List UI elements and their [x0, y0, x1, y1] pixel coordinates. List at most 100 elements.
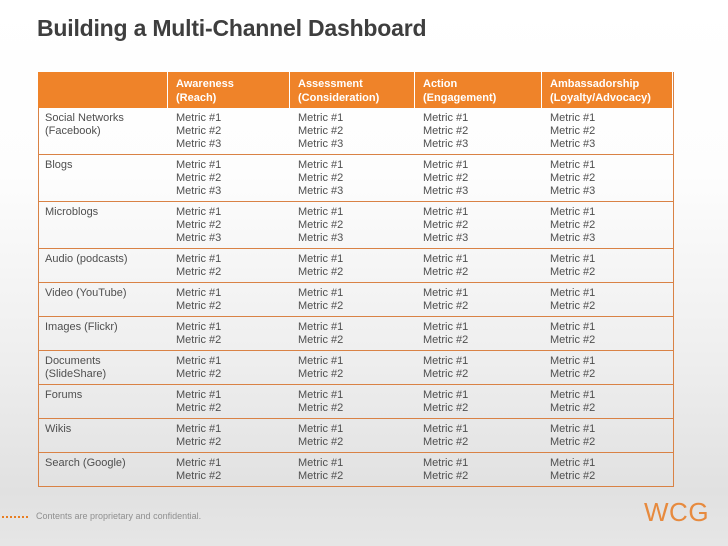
metric-cell: Metric #1 Metric #2: [168, 253, 290, 279]
metric-line: Metric #1: [176, 321, 222, 333]
metric-cell: Metric #1 Metric #2: [168, 389, 290, 415]
metric-line: Metric #2: [176, 470, 222, 482]
metric-line: Metric #3: [550, 185, 596, 197]
metric-cell: Metric #1 Metric #2: [415, 389, 542, 415]
metric-line: Metric #2: [550, 300, 596, 312]
metric-line: Metric #3: [423, 138, 469, 150]
metric-line: Metric #1: [176, 253, 222, 265]
header-line: (Reach): [176, 92, 217, 104]
metric-line: Metric #2: [423, 172, 469, 184]
channel-line: Images (Flickr): [45, 321, 118, 333]
metric-line: Metric #2: [550, 402, 596, 414]
metric-line: Metric #1: [550, 355, 596, 367]
header-cell-assessment: Assessment (Consideration): [289, 72, 414, 108]
footer-note: Contents are proprietary and confidentia…: [36, 511, 202, 521]
channel-line: Microblogs: [45, 206, 99, 218]
table-row: Video (YouTube) Metric #1 Metric #2 Metric …: [39, 283, 673, 317]
metric-line: Metric #2: [298, 219, 344, 231]
metric-line: Metric #1: [550, 457, 596, 469]
metric-cell: Metric #1 Metric #2: [290, 423, 415, 449]
header-line: (Engagement): [423, 92, 497, 104]
metric-line: Metric #2: [176, 402, 222, 414]
header-cell-channel: [38, 72, 167, 108]
metric-line: Metric #1: [423, 253, 469, 265]
metric-line: Metric #2: [550, 436, 596, 448]
metric-line: Metric #2: [176, 219, 222, 231]
header-line: (Consideration): [298, 92, 380, 104]
metric-cell: Metric #1 Metric #2: [290, 389, 415, 415]
channel-cell: Search (Google): [39, 457, 168, 483]
metric-cell: Metric #1 Metric #2: [168, 355, 290, 381]
header-line: Ambassadorship: [550, 78, 640, 90]
metric-line: Metric #3: [298, 232, 344, 244]
metric-line: Metric #1: [176, 423, 222, 435]
metric-line: Metric #3: [176, 185, 222, 197]
metric-cell: Metric #1 Metric #2: [415, 287, 542, 313]
table-row: Social Networks (Facebook) Metric #1 Metric…: [39, 108, 673, 155]
metric-cell: Metric #1 Metric #2: [415, 321, 542, 347]
metric-line: Metric #2: [423, 266, 469, 278]
table-row: Forums Metric #1 Metric #2 Metric #1 Metric …: [39, 385, 673, 419]
metric-line: Metric #1: [298, 457, 344, 469]
metric-cell: Metric #1 Metric #2: [542, 287, 673, 313]
table-row: Audio (podcasts) Metric #1 Metric #2 Metric…: [39, 249, 673, 283]
metric-line: Metric #3: [423, 232, 469, 244]
metric-line: Metric #2: [176, 334, 222, 346]
metric-cell: Metric #1 Metric #2: [542, 457, 673, 483]
channel-line: Forums: [45, 389, 83, 401]
header-cell-awareness: Awareness (Reach): [167, 72, 289, 108]
metric-line: Metric #2: [423, 368, 469, 380]
metric-line: Metric #2: [423, 300, 469, 312]
metric-cell: Metric #1 Metric #2: [290, 355, 415, 381]
metric-cell: Metric #1 Metric #2: [168, 287, 290, 313]
metric-line: Metric #1: [298, 423, 344, 435]
channel-cell: Documents (SlideShare): [39, 355, 168, 381]
metric-cell: Metric #1 Metric #2: [290, 321, 415, 347]
metric-line: Metric #2: [176, 436, 222, 448]
footer-dotted-line: [2, 516, 29, 518]
table-body: Social Networks (Facebook) Metric #1 Metric…: [39, 108, 673, 486]
metric-line: Metric #1: [423, 389, 469, 401]
metric-line: Metric #1: [423, 457, 469, 469]
metric-line: Metric #2: [423, 125, 469, 137]
metric-line: Metric #2: [423, 402, 469, 414]
dashboard-table: Awareness (Reach) Assessment (Consideration…: [38, 72, 674, 487]
metric-line: Metric #2: [298, 266, 344, 278]
metric-line: Metric #2: [298, 436, 344, 448]
metric-cell: Metric #1 Metric #2: [542, 423, 673, 449]
metric-line: Metric #1: [298, 159, 344, 171]
metric-line: Metric #2: [176, 266, 222, 278]
metric-cell: Metric #1 Metric #2 Metric #3: [290, 206, 415, 245]
metric-line: Metric #2: [298, 470, 344, 482]
metric-line: Metric #2: [550, 219, 596, 231]
channel-cell: Wikis: [39, 423, 168, 449]
header-cell-action: Action (Engagement): [414, 72, 541, 108]
metric-cell: Metric #1 Metric #2: [168, 321, 290, 347]
metric-line: Metric #3: [423, 185, 469, 197]
slide-title: Building a Multi-Channel Dashboard: [37, 15, 427, 41]
metric-line: Metric #2: [176, 368, 222, 380]
header-cell-ambassadorship: Ambassadorship (Loyalty/Advocacy): [541, 72, 672, 108]
metric-cell: Metric #1 Metric #2: [168, 457, 290, 483]
metric-line: Metric #1: [176, 355, 222, 367]
metric-cell: Metric #1 Metric #2 Metric #3: [168, 206, 290, 245]
header-line: Action: [423, 78, 458, 90]
table-row: Images (Flickr) Metric #1 Metric #2 Metric …: [39, 317, 673, 351]
metric-line: Metric #3: [176, 232, 222, 244]
metric-line: Metric #3: [550, 138, 596, 150]
wcg-logo: WCG: [644, 497, 710, 527]
metric-line: Metric #2: [176, 300, 222, 312]
channel-line: Documents: [45, 355, 101, 367]
metric-line: Metric #1: [176, 287, 222, 299]
metric-line: Metric #1: [298, 287, 344, 299]
metric-line: Metric #3: [550, 232, 596, 244]
metric-cell: Metric #1 Metric #2: [415, 457, 542, 483]
metric-line: Metric #1: [550, 159, 596, 171]
metric-line: Metric #2: [176, 125, 222, 137]
metric-line: Metric #1: [298, 206, 344, 218]
metric-cell: Metric #1 Metric #2 Metric #3: [415, 112, 542, 151]
metric-cell: Metric #1 Metric #2 Metric #3: [542, 206, 673, 245]
metric-line: Metric #1: [298, 253, 344, 265]
channel-cell: Forums: [39, 389, 168, 415]
